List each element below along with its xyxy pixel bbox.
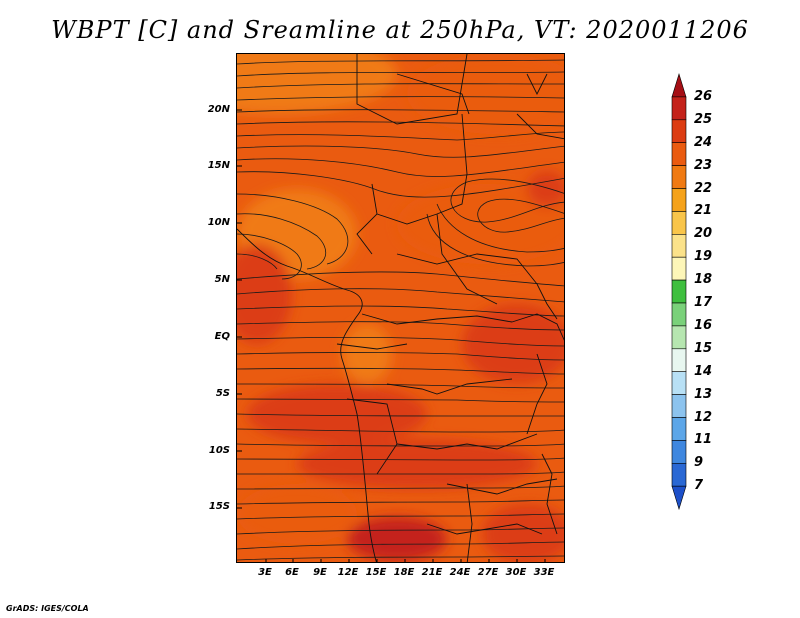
lat-label: EQ — [214, 331, 230, 342]
lon-label: 9E — [313, 567, 327, 578]
colorbar-label: 14 — [694, 363, 713, 379]
map-plot — [236, 53, 565, 563]
grads-credit: GrADS: IGES/COLA — [6, 604, 89, 613]
colorbar-label: 22 — [694, 180, 713, 196]
colorbar-segment — [671, 96, 687, 121]
country-borders — [237, 54, 564, 562]
colorbar-label: 19 — [694, 249, 713, 265]
lon-label: 33E — [533, 567, 555, 578]
lat-label: 5S — [215, 388, 230, 399]
colorbar-label: 16 — [694, 317, 713, 333]
tick-marks — [237, 109, 546, 562]
lat-label: 10N — [207, 217, 230, 228]
colorbar-min-triangle — [671, 485, 687, 511]
map-svg — [237, 54, 564, 562]
colorbar-segment — [671, 188, 687, 212]
temperature-field — [237, 54, 564, 562]
lat-label: 15S — [208, 501, 230, 512]
colorbar-segment — [671, 371, 687, 395]
lon-label: 21E — [421, 567, 443, 578]
lon-label: 18E — [393, 567, 415, 578]
colorbar — [671, 72, 687, 511]
colorbar-label: 18 — [694, 272, 713, 288]
lon-label: 15E — [365, 567, 387, 578]
colorbar-label: 20 — [694, 226, 713, 242]
lon-label: 12E — [337, 567, 359, 578]
colorbar-max-triangle — [671, 72, 687, 98]
lat-label: 15N — [207, 160, 230, 171]
colorbar-segment — [671, 279, 687, 304]
colorbar-label: 23 — [694, 157, 713, 173]
colorbar-segment — [671, 142, 687, 166]
colorbar-label: 13 — [694, 386, 713, 402]
colorbar-segment — [671, 440, 687, 464]
colorbar-label: 17 — [694, 295, 713, 310]
colorbar-label: 7 — [694, 478, 704, 494]
colorbar-label: 21 — [694, 203, 713, 219]
lat-label: 5N — [214, 274, 230, 285]
colorbar-segment — [671, 417, 687, 441]
colorbar-segment — [671, 211, 687, 235]
colorbar-label: 24 — [694, 134, 713, 150]
colorbar-label: 25 — [694, 111, 713, 127]
lat-label: 10S — [208, 445, 230, 456]
lon-label: 27E — [477, 567, 499, 578]
colorbar-segment — [671, 325, 687, 350]
colorbar-label: 11 — [694, 432, 713, 448]
colorbar-label: 15 — [694, 340, 713, 356]
colorbar-segment — [671, 256, 687, 281]
colorbar-segment — [671, 119, 687, 143]
chart-title: WBPT [C] and Sreamline at 250hPa, VT: 20… — [51, 16, 749, 44]
lon-label: 30E — [505, 567, 527, 578]
colorbar-segment — [671, 165, 687, 189]
colorbar-segment — [671, 234, 687, 258]
colorbar-segment — [671, 302, 687, 327]
colorbar-label: 12 — [694, 409, 713, 425]
colorbar-label: 9 — [694, 455, 704, 471]
colorbar-segment — [671, 394, 687, 418]
lon-label: 24E — [449, 567, 471, 578]
colorbar-segment — [671, 462, 687, 487]
lat-label: 20N — [207, 104, 230, 115]
lon-label: 3E — [258, 567, 272, 578]
colorbar-segment — [671, 348, 687, 372]
colorbar-label: 26 — [694, 88, 713, 104]
lon-label: 6E — [285, 567, 299, 578]
